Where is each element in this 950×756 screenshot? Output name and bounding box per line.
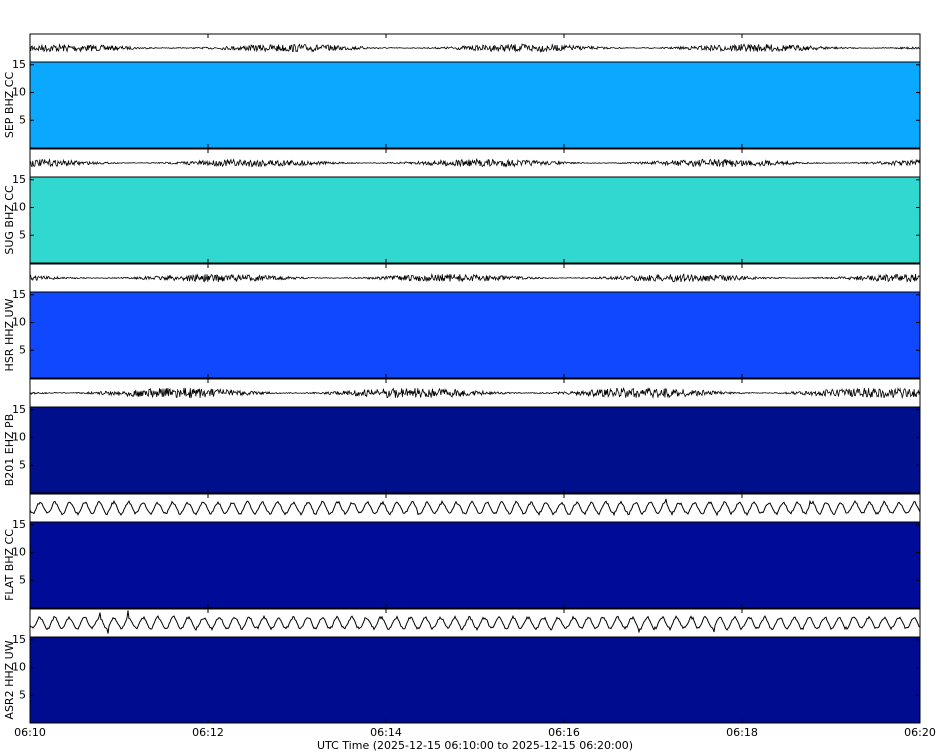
y-tick-label: 5: [19, 343, 26, 356]
x-tick-label: 06:10: [14, 726, 46, 739]
y-tick-label: 15: [12, 58, 26, 71]
y-tick-label: 5: [19, 228, 26, 241]
spectrogram-frame: [29, 61, 921, 149]
spectrogram-texture: [30, 637, 920, 723]
y-tick-label: 15: [12, 173, 26, 186]
spectrogram-texture: [30, 62, 920, 148]
spectrogram-frame: [29, 291, 921, 379]
spectrogram-texture: [30, 407, 920, 493]
spectrogram-frame: [29, 521, 921, 609]
x-tick-label: 06:18: [726, 726, 758, 739]
y-tick-label: 15: [12, 403, 26, 416]
x-tick-label: 06:14: [370, 726, 402, 739]
y-tick-label: 10: [12, 316, 26, 329]
x-tick-label: 06:20: [904, 726, 936, 739]
y-tick-label: 10: [12, 86, 26, 99]
station-label: B201 EHZ PB: [3, 414, 16, 486]
y-tick-label: 5: [19, 113, 26, 126]
x-axis-label: UTC Time (2025-12-15 06:10:00 to 2025-12…: [317, 739, 633, 752]
y-tick-label: 5: [19, 688, 26, 701]
y-tick-label: 15: [12, 633, 26, 646]
waveform: [29, 157, 921, 168]
station-label: SUG BHZ CC: [3, 185, 16, 255]
y-tick-label: 15: [12, 518, 26, 531]
spectrogram-frame: [29, 406, 921, 494]
spectrogram-texture: [30, 292, 920, 378]
y-tick-label: 10: [12, 661, 26, 674]
station-label: SEP BHZ CC: [3, 72, 16, 139]
spectrogram-frame: [29, 176, 921, 264]
y-tick-label: 10: [12, 201, 26, 214]
x-tick-label: 06:12: [192, 726, 224, 739]
station-label: HSR HHZ UW: [3, 298, 16, 371]
station-label: FLAT BHZ CC: [3, 529, 16, 601]
waveform: [29, 610, 921, 634]
waveform-frame: [29, 493, 921, 523]
waveform: [29, 498, 921, 517]
y-tick-label: 15: [12, 288, 26, 301]
y-tick-label: 10: [12, 431, 26, 444]
waveform: [29, 43, 920, 53]
waveform-frame: [29, 608, 921, 638]
x-tick-label: 06:16: [548, 726, 580, 739]
waveform: [29, 387, 921, 399]
spectrogram-frame: [29, 636, 921, 724]
y-tick-label: 5: [19, 573, 26, 586]
spectrogram-texture: [30, 522, 920, 608]
station-label: ASR2 HHZ UW: [3, 640, 16, 719]
waveform: [29, 272, 920, 283]
y-tick-label: 10: [12, 546, 26, 559]
y-tick-label: 5: [19, 458, 26, 471]
spectrogram-texture: [30, 177, 920, 263]
